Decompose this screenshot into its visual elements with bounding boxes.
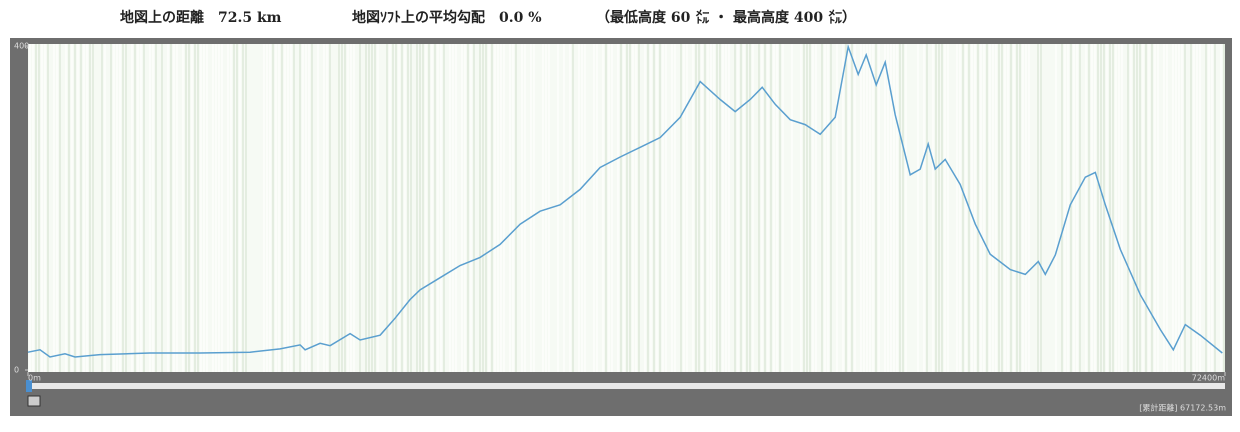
icon[interactable] [27,395,41,407]
altitude: （最低高度 60 ㍍ ・ 最高高度 400 ㍍） [596,9,856,26]
y-tick-label: 0 [14,366,19,375]
slider[interactable] [28,383,1225,389]
y-tick-label: 400 [14,42,29,51]
x-tick-label: 72400m [1192,374,1225,383]
gradient: 地図ｿﾌﾄ上の平均勾配 0.0 % [352,9,542,26]
slider-handle[interactable] [26,380,32,392]
elevation-line [27,43,1223,358]
stripes [29,44,1225,372]
distance: 地図上の距離 72.5 km [120,9,282,26]
footer: [累計距離] 67172.53m [1139,403,1226,413]
x-tick-label: 0m [28,374,41,383]
